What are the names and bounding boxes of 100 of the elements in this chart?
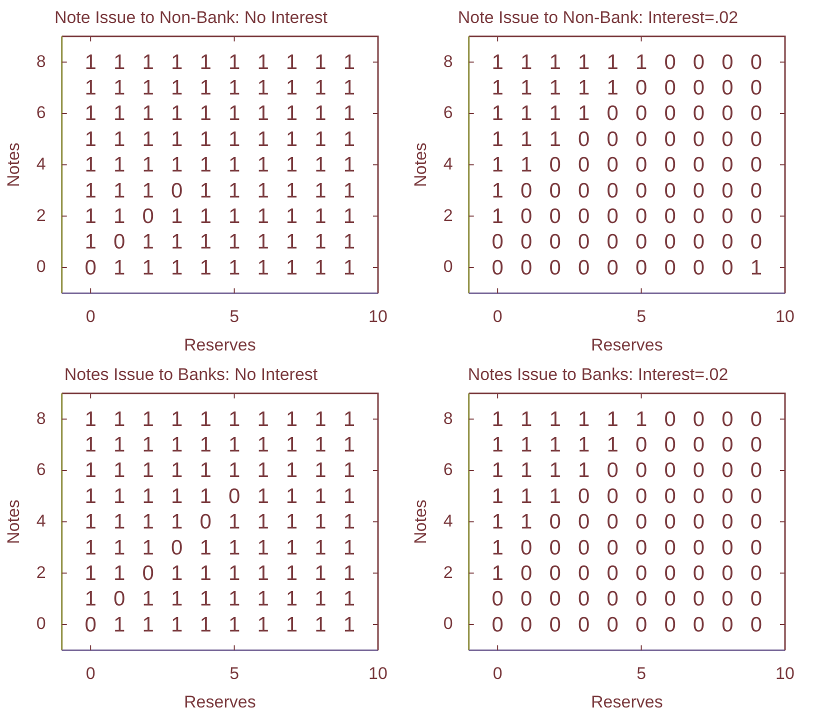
data-label: 1 bbox=[257, 588, 269, 611]
y-axis-title: Notes bbox=[4, 142, 23, 188]
data-label: 1 bbox=[228, 102, 240, 126]
data-label: 1 bbox=[492, 408, 504, 431]
data-label: 0 bbox=[692, 562, 705, 585]
data-label: 1 bbox=[170, 484, 183, 508]
data-label: 0 bbox=[722, 562, 734, 585]
data-label: 0 bbox=[606, 128, 618, 151]
y-tick-label: 2 bbox=[36, 206, 46, 225]
data-label: 0 bbox=[692, 204, 705, 228]
data-label: 1 bbox=[286, 510, 298, 534]
data-label: 1 bbox=[286, 102, 298, 126]
data-label: 1 bbox=[750, 256, 762, 280]
data-label: 0 bbox=[606, 613, 618, 636]
y-tick-label: 2 bbox=[443, 562, 453, 582]
data-label: 1 bbox=[257, 50, 269, 74]
data-label: 1 bbox=[578, 459, 590, 482]
data-label: 1 bbox=[84, 536, 96, 560]
data-label: 1 bbox=[314, 510, 326, 534]
data-label: 1 bbox=[84, 408, 96, 431]
data-label: 0 bbox=[692, 434, 705, 457]
data-label: 0 bbox=[635, 128, 648, 151]
y-tick-label: 4 bbox=[443, 511, 453, 530]
data-label: 1 bbox=[286, 434, 298, 457]
x-tick-label: 10 bbox=[776, 664, 794, 684]
data-label: 1 bbox=[343, 204, 356, 228]
data-label: 1 bbox=[142, 256, 154, 280]
y-tick-label: 6 bbox=[443, 460, 453, 480]
data-label: 0 bbox=[722, 256, 734, 280]
data-label: 1 bbox=[314, 102, 326, 126]
data-label: 1 bbox=[228, 76, 240, 100]
data-label: 0 bbox=[692, 459, 705, 482]
data-label: 0 bbox=[722, 128, 734, 151]
chart-title: Notes Issue to Banks: No Interest bbox=[64, 364, 318, 384]
data-label: 1 bbox=[635, 408, 648, 431]
data-label: 1 bbox=[257, 76, 269, 100]
data-label: 1 bbox=[113, 50, 126, 74]
data-label: 1 bbox=[578, 50, 590, 74]
data-label: 0 bbox=[606, 230, 618, 254]
data-label: 1 bbox=[314, 588, 326, 611]
data-label: 0 bbox=[664, 102, 676, 126]
data-label: 1 bbox=[84, 562, 96, 585]
data-label: 0 bbox=[549, 613, 561, 636]
data-label: 1 bbox=[578, 408, 590, 431]
data-label: 1 bbox=[549, 408, 561, 431]
data-label: 1 bbox=[142, 510, 154, 534]
data-label: 0 bbox=[228, 484, 240, 508]
x-axis-title: Reserves bbox=[184, 692, 256, 712]
data-label: 0 bbox=[750, 459, 762, 482]
data-label: 1 bbox=[113, 484, 126, 508]
data-label: 0 bbox=[549, 510, 561, 534]
y-axis-title: Notes bbox=[410, 500, 430, 544]
data-label: 0 bbox=[722, 50, 734, 74]
data-label: 0 bbox=[750, 179, 762, 202]
data-label: 1 bbox=[228, 408, 240, 431]
data-label: 1 bbox=[286, 230, 298, 254]
data-label: 1 bbox=[228, 230, 240, 254]
data-label: 0 bbox=[664, 256, 676, 280]
data-label: 1 bbox=[343, 459, 356, 482]
data-label: 0 bbox=[664, 128, 676, 151]
data-label: 0 bbox=[692, 536, 705, 560]
data-label: 1 bbox=[142, 154, 154, 177]
y-axis-title: Notes bbox=[4, 500, 23, 544]
data-label: 0 bbox=[722, 434, 734, 457]
data-label: 1 bbox=[200, 230, 212, 254]
data-label: 1 bbox=[113, 179, 126, 202]
data-label: 0 bbox=[635, 76, 648, 100]
data-label: 0 bbox=[578, 536, 590, 560]
data-label: 1 bbox=[170, 408, 183, 431]
data-label: 1 bbox=[228, 434, 240, 457]
data-label: 1 bbox=[228, 562, 240, 585]
data-label: 1 bbox=[343, 102, 356, 126]
data-label: 1 bbox=[492, 204, 504, 228]
y-tick-label: 0 bbox=[36, 614, 46, 634]
data-label: 1 bbox=[228, 588, 240, 611]
data-label: 1 bbox=[113, 128, 126, 151]
data-label: 1 bbox=[520, 484, 532, 508]
data-label: 0 bbox=[750, 408, 762, 431]
data-label: 1 bbox=[343, 50, 356, 74]
data-label: 1 bbox=[170, 102, 183, 126]
data-label: 1 bbox=[549, 459, 561, 482]
data-label: 1 bbox=[200, 76, 212, 100]
data-label: 0 bbox=[492, 230, 504, 254]
data-label: 1 bbox=[228, 50, 240, 74]
data-label: 0 bbox=[750, 230, 762, 254]
data-label: 1 bbox=[343, 230, 356, 254]
data-label: 0 bbox=[84, 256, 96, 280]
data-label: 0 bbox=[113, 588, 126, 611]
data-label: 1 bbox=[113, 613, 126, 636]
data-label: 0 bbox=[549, 154, 561, 177]
data-label: 1 bbox=[200, 204, 212, 228]
data-label: 1 bbox=[170, 230, 183, 254]
data-label: 0 bbox=[520, 179, 532, 202]
x-tick-label: 0 bbox=[492, 307, 502, 326]
data-label: 0 bbox=[520, 588, 532, 611]
data-label: 1 bbox=[343, 536, 356, 560]
data-label: 0 bbox=[635, 536, 648, 560]
data-label: 0 bbox=[606, 562, 618, 585]
data-label: 0 bbox=[750, 510, 762, 534]
x-tick-label: 5 bbox=[636, 664, 646, 684]
